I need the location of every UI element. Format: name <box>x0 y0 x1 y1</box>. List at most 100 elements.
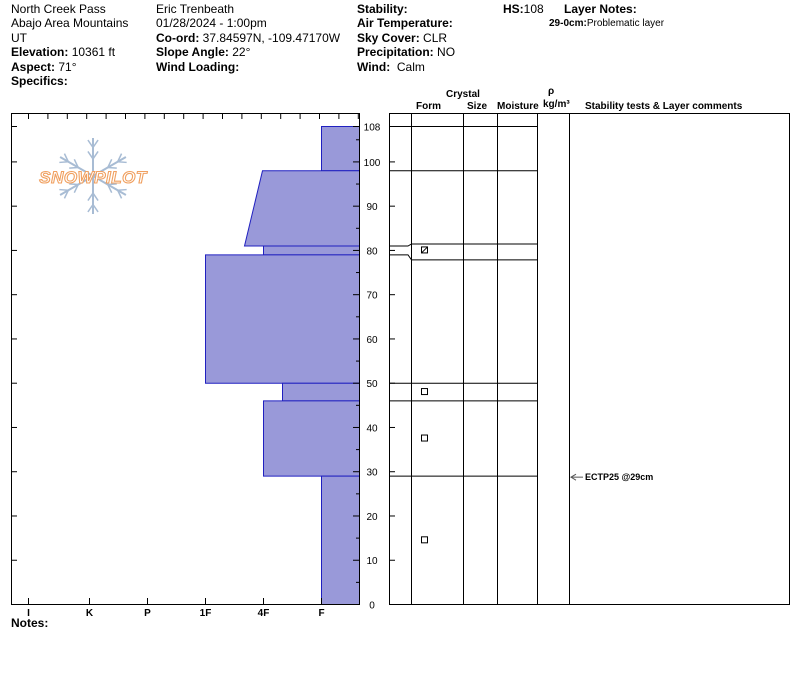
depth-label-90: 90 <box>366 202 378 213</box>
coordinates-label: Co-ord: <box>156 31 200 45</box>
hardness-label-I: I <box>27 608 30 619</box>
depth-label-30: 30 <box>366 468 378 479</box>
elevation-label: Elevation: <box>11 45 69 59</box>
wind-label: Wind: <box>357 60 391 74</box>
observation-datetime: 01/28/2024 - 1:00pm <box>156 16 267 30</box>
density-column-symbol: ρ <box>548 86 555 97</box>
snowflake-branch <box>92 139 99 148</box>
snowflake-branch <box>117 188 127 191</box>
snowflake-arm <box>59 156 94 177</box>
slope-field: Slope Angle: 22° <box>156 45 250 59</box>
moisture-column-header: Moisture <box>497 101 539 112</box>
depth-label-60: 60 <box>366 335 378 346</box>
form-marker-2 <box>421 388 428 396</box>
snowflake-icon <box>59 138 127 214</box>
depth-label-80: 80 <box>366 246 378 257</box>
hardness-layers <box>205 126 360 605</box>
sky-cover-field: Sky Cover: CLR <box>357 31 447 45</box>
hardness-axis: I K P 1F 4F F <box>27 113 359 619</box>
crystal-form-markers <box>421 246 428 544</box>
stability-column-header: Stability tests & Layer comments <box>585 101 743 112</box>
snowflake-branch <box>69 183 79 186</box>
hardness-plot-frame <box>11 113 360 605</box>
hardness-label-K: K <box>86 608 94 619</box>
hardness-layer-7 <box>321 475 360 605</box>
form-marker-3 <box>421 434 428 442</box>
wind-value: Calm <box>396 60 425 74</box>
coordinates-value: 37.84597N, -109.47170W <box>202 31 341 45</box>
snowflake-branch <box>59 161 69 164</box>
notes-label: Notes: <box>11 616 49 630</box>
form-marker-slash <box>421 246 428 254</box>
snowpilot-logo: SNOWPILOT <box>39 138 148 214</box>
hardness-layer-5 <box>282 382 360 402</box>
snowflake-branch <box>92 151 99 160</box>
precipitation-value: NO <box>437 45 456 59</box>
layer-boundary-79 <box>389 254 538 261</box>
hardness-layer-2 <box>243 170 360 247</box>
snowflake-branch <box>87 192 94 201</box>
sky-cover-value: CLR <box>423 31 448 45</box>
stability-tests: ECTP25 @29cm <box>570 472 653 482</box>
slope-value: 22° <box>232 45 251 59</box>
snow-height-value: 108 <box>523 2 544 16</box>
crystal-table-frame <box>389 113 790 605</box>
depth-label-108: 108 <box>364 123 381 134</box>
logo-text: SNOWPILOT <box>39 168 148 187</box>
hardness-label-4F: 4F <box>258 608 270 619</box>
snowflake-branch <box>107 184 113 193</box>
sky-cover-label: Sky Cover: <box>357 31 420 45</box>
snowflake-branch <box>87 139 94 148</box>
snowflake-branch <box>63 153 69 163</box>
precipitation-label: Precipitation: <box>357 45 434 59</box>
hardness-label-F: F <box>318 608 324 619</box>
stability-test-label-1: ECTP25 @29cm <box>585 472 653 482</box>
snowflake-arm <box>59 175 94 196</box>
wind-field: Wind: Calm <box>357 60 425 74</box>
aspect-label: Aspect: <box>11 60 56 74</box>
depth-label-100: 100 <box>364 158 381 169</box>
aspect-field: Aspect: 71° <box>11 60 77 74</box>
form-marker-4 <box>421 536 428 544</box>
hardness-layer-6 <box>263 400 360 477</box>
snow-height-field: HS:108 <box>503 2 544 16</box>
snowflake-arm <box>92 175 127 196</box>
snowflake-branch <box>117 153 123 163</box>
depth-label-40: 40 <box>366 423 378 434</box>
depth-label-50: 50 <box>366 379 378 390</box>
state-name: UT <box>11 31 27 45</box>
snowflake-branch <box>92 192 99 201</box>
size-column-header: Size <box>467 101 488 112</box>
stability-label: Stability: <box>357 2 408 16</box>
precipitation-field: Precipitation: NO <box>357 45 455 59</box>
layer-boundary-lines <box>389 126 538 477</box>
elevation-value: 10361 ft <box>71 45 116 59</box>
snowflake-branch <box>73 184 79 193</box>
area-name: Abajo Area Mountains <box>11 16 129 30</box>
observer-name: Eric Trenbeath <box>156 2 235 16</box>
density-column-unit: kg/m³ <box>543 99 570 110</box>
layer-note-entry: 29-0cm:Problematic layer <box>549 18 664 30</box>
stability-test-arrowhead <box>570 473 577 481</box>
hardness-layer-4 <box>205 254 360 384</box>
hardness-label-1F: 1F <box>200 608 212 619</box>
depth-label-70: 70 <box>366 291 378 302</box>
snowflake-branch <box>107 159 113 168</box>
layer-note-text: Problematic layer <box>586 18 665 29</box>
snowflake-branch <box>92 204 99 213</box>
layer-note-range: 29-0cm: <box>549 18 587 29</box>
slope-label: Slope Angle: <box>156 45 229 59</box>
snow-height-label: HS: <box>503 2 524 16</box>
snowflake-branch <box>73 159 79 168</box>
coordinates-field: Co-ord: 37.84597N, -109.47170W <box>156 31 340 45</box>
snowflake-branch <box>107 166 117 169</box>
aspect-value: 71° <box>58 60 77 74</box>
snowflake-branch <box>63 189 69 199</box>
layer-boundary-81 <box>389 243 538 247</box>
crystal-column-header: Crystal <box>446 89 480 100</box>
hardness-layer-1 <box>321 126 360 172</box>
form-column-header: Form <box>416 101 441 112</box>
depth-label-0: 0 <box>369 601 375 612</box>
wind-loading-label: Wind Loading: <box>156 60 240 74</box>
